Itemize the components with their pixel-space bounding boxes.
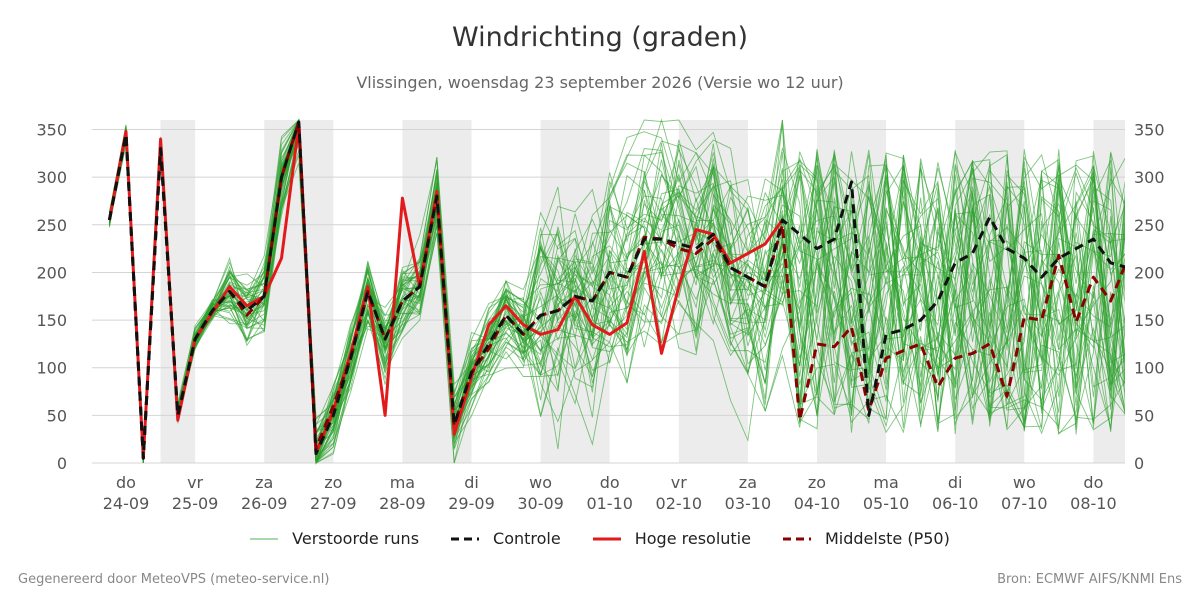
x-tick-day: za: [739, 473, 757, 492]
y-tick-label-right: 0: [1134, 454, 1144, 473]
x-tick-day: ma: [873, 473, 898, 492]
legend-item-control[interactable]: Controle: [451, 529, 561, 548]
x-tick-day: zo: [808, 473, 826, 492]
x-tick-day: za: [255, 473, 273, 492]
y-tick-label: 0: [57, 454, 67, 473]
legend: Verstoorde runs Controle Hoge resolutie …: [0, 529, 1200, 548]
legend-label-median: Middelste (P50): [824, 529, 950, 548]
perturbed-run-line: [108, 119, 1125, 455]
y-tick-label-right: 350: [1134, 121, 1165, 140]
legend-swatch-control: [451, 537, 480, 540]
perturbed-run-line: [108, 139, 1125, 465]
y-tick-label-right: 150: [1134, 311, 1165, 330]
legend-label-high-res: Hoge resolutie: [634, 529, 751, 548]
x-tick-date: 07-10: [1001, 494, 1048, 513]
x-tick-date: 05-10: [863, 494, 910, 513]
y-tick-label-right: 200: [1134, 263, 1165, 282]
x-tick-date: 26-09: [241, 494, 288, 513]
x-tick-day: zo: [324, 473, 342, 492]
x-tick-date: 02-10: [656, 494, 703, 513]
x-tick-date: 30-09: [517, 494, 564, 513]
x-tick-date: 06-10: [932, 494, 979, 513]
y-tick-label-right: 100: [1134, 359, 1165, 378]
series-line-middelste-p50: [107, 120, 1125, 460]
y-tick-label: 200: [36, 263, 67, 282]
chart-subtitle: Vlissingen, woensdag 23 september 2026 (…: [356, 73, 844, 92]
y-tick-label-right: 50: [1134, 406, 1154, 425]
y-tick-label: 100: [36, 359, 67, 378]
chart-title: Windrichting (graden): [451, 22, 749, 53]
perturbed-run-line: [108, 118, 1125, 464]
legend-label-perturbed: Verstoorde runs: [292, 529, 420, 548]
footer-credit: Gegenereerd door MeteoVPS (meteo-service…: [18, 572, 330, 587]
x-tick-date: 27-09: [310, 494, 357, 513]
x-tick-day: di: [464, 473, 479, 492]
perturbed-run-line: [108, 119, 1125, 464]
y-tick-label-right: 300: [1134, 168, 1165, 187]
x-tick-date: 01-10: [586, 494, 633, 513]
main-series: [107, 120, 1125, 460]
perturbed-run-line: [108, 121, 1125, 462]
x-tick-date: 25-09: [172, 494, 219, 513]
y-tick-label: 300: [36, 168, 67, 187]
legend-label-control: Controle: [493, 529, 561, 548]
x-tick-day: ma: [390, 473, 415, 492]
perturbed-run-line: [108, 134, 1125, 465]
perturbed-run-line: [108, 118, 1125, 463]
legend-item-high-res[interactable]: Hoge resolutie: [592, 529, 751, 548]
y-tick-label: 150: [36, 311, 67, 330]
x-tick-day: wo: [529, 473, 552, 492]
y-axis-left: 0 50 100 150 200 250 300 350: [36, 121, 67, 473]
legend-swatch-high-res: [592, 537, 621, 540]
series-line-controle: [107, 120, 1125, 460]
x-tick-day: do: [1083, 473, 1103, 492]
legend-swatch-median: [782, 537, 811, 540]
x-tick-date: 29-09: [448, 494, 495, 513]
legend-item-median[interactable]: Middelste (P50): [782, 529, 950, 548]
y-tick-label: 50: [47, 406, 67, 425]
footer-source: Bron: ECMWF AIFS/KNMI Ens: [997, 572, 1182, 587]
x-tick-day: vr: [671, 473, 687, 492]
y-tick-label: 350: [36, 121, 67, 140]
y-axis-right: 0 50 100 150 200 250 300 350: [1134, 121, 1165, 473]
x-tick-day: vr: [187, 473, 203, 492]
x-tick-day: do: [116, 473, 136, 492]
x-tick-date: 08-10: [1070, 494, 1117, 513]
legend-item-perturbed[interactable]: Verstoorde runs: [250, 529, 419, 548]
y-tick-label-right: 250: [1134, 216, 1165, 235]
x-tick-date: 28-09: [379, 494, 426, 513]
x-tick-date: 03-10: [725, 494, 772, 513]
x-tick-day: do: [600, 473, 620, 492]
y-tick-label: 250: [36, 216, 67, 235]
x-tick-day: di: [948, 473, 963, 492]
x-tick-date: 24-09: [103, 494, 150, 513]
perturbed-run-line: [108, 137, 1125, 457]
x-tick-day: wo: [1013, 473, 1036, 492]
x-tick-date: 04-10: [794, 494, 841, 513]
legend-swatch-perturbed: [250, 538, 279, 539]
x-axis: do 24-09 vr 25-09 za 26-09 zo 27-09 ma 28-09 di 29-…: [103, 473, 1117, 513]
